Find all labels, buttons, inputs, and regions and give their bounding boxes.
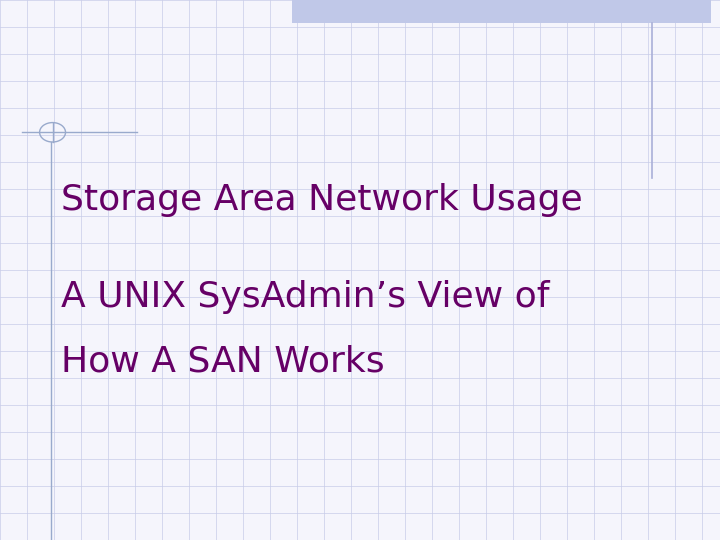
Text: A UNIX SysAdmin’s View of: A UNIX SysAdmin’s View of <box>61 280 549 314</box>
Text: Storage Area Network Usage: Storage Area Network Usage <box>61 183 582 217</box>
Bar <box>292 0 711 23</box>
Text: How A SAN Works: How A SAN Works <box>61 345 384 379</box>
